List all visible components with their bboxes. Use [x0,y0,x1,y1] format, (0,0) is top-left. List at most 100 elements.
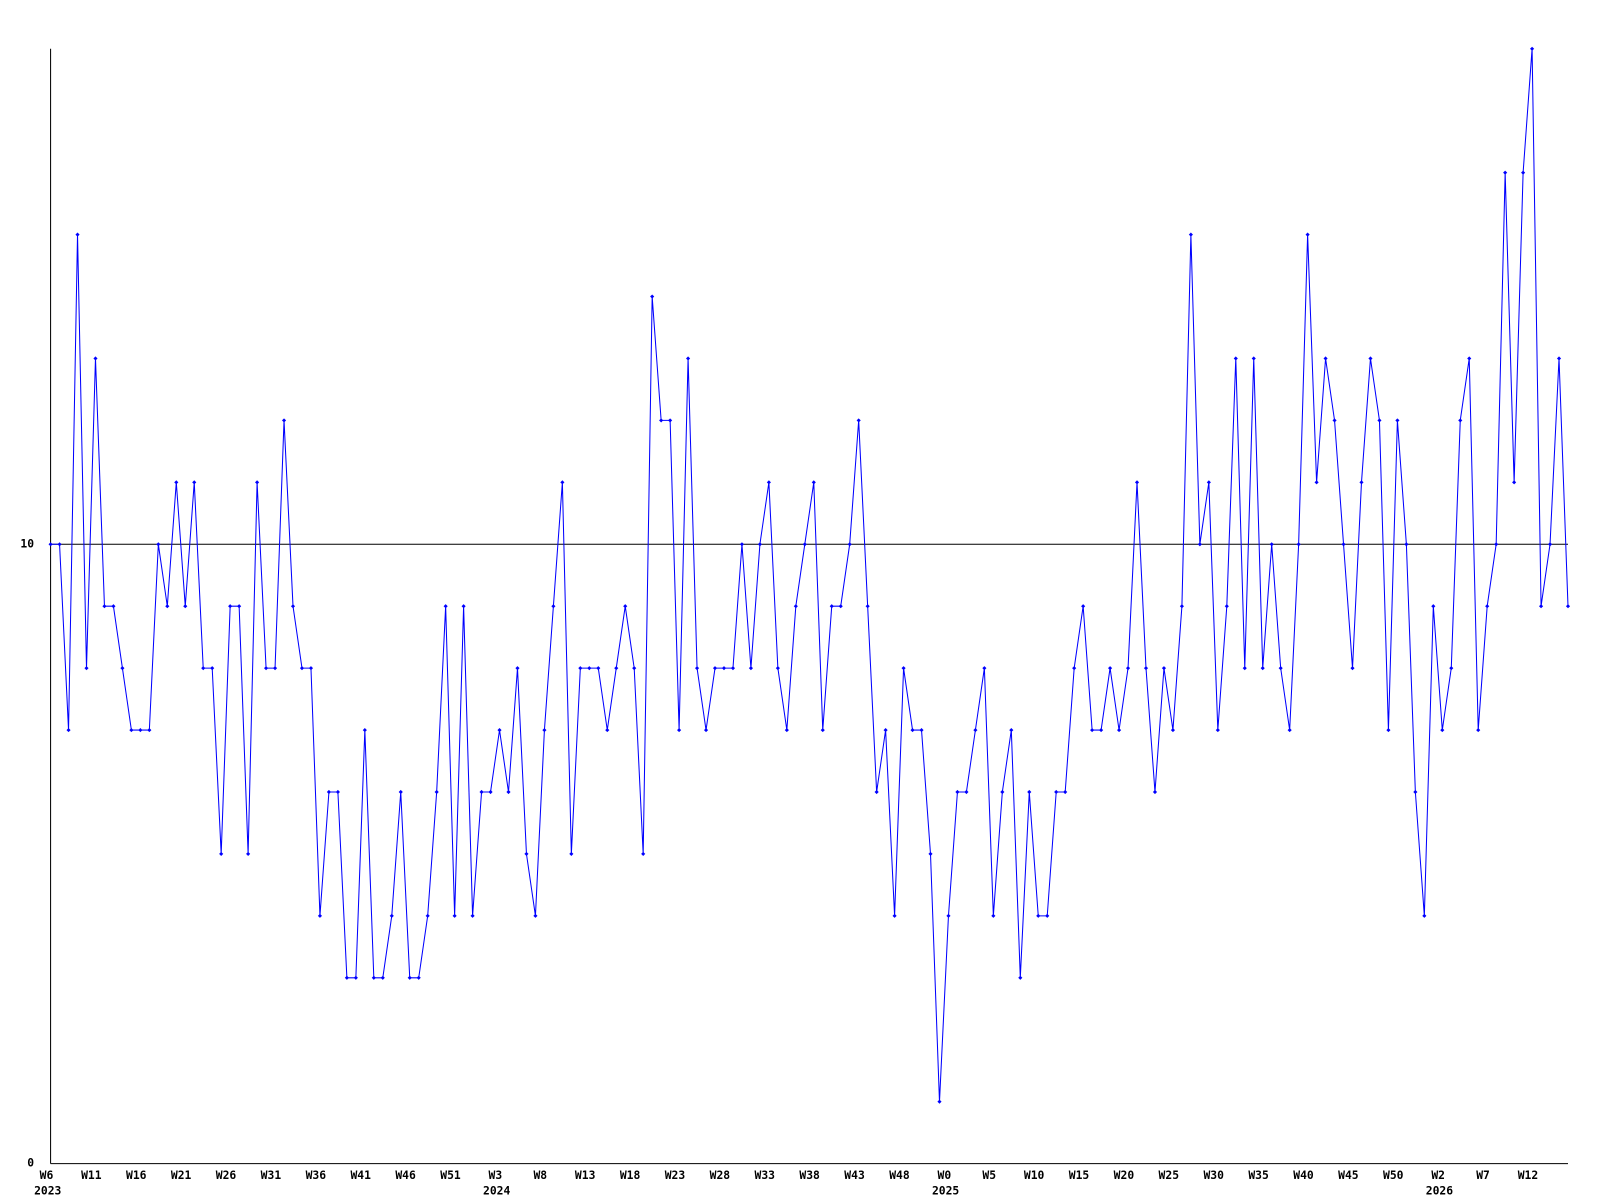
data-point [506,789,511,795]
data-point [1009,728,1014,733]
data-point [605,728,610,733]
data-point [551,604,556,609]
x-tick-label: W48 [889,1168,910,1182]
data-point [623,604,628,609]
data-point [910,728,915,733]
data-point [272,666,278,671]
data-point [901,666,906,671]
data-point [991,913,996,918]
data-point [362,728,367,733]
data-point [1206,480,1211,485]
x-tick-label: W2 [1431,1168,1445,1182]
data-point [1018,975,1023,980]
data-point [1538,604,1544,609]
data-point [344,975,349,980]
data-point [1260,666,1265,671]
data-point [1125,666,1131,671]
data-point [560,480,565,485]
data-point [928,851,933,856]
data-point [703,728,709,733]
data-point [596,666,601,671]
data-point [1063,789,1068,795]
data-point [784,728,789,733]
data-point [434,789,439,795]
data-point [57,542,62,547]
data-point [120,666,125,671]
x-year-label: 2024 [483,1183,510,1197]
data-point [452,913,457,918]
data-point [730,666,736,671]
x-tick-label: W0 [937,1168,951,1182]
data-point [1027,789,1032,795]
data-point [353,975,358,980]
data-point [829,604,834,609]
data-point [1359,480,1364,485]
data-point [515,666,520,671]
data-point [1341,542,1346,547]
data-point [461,604,466,609]
x-tick-label: W26 [216,1168,237,1182]
data-point [641,851,646,856]
x-tick-label: W35 [1248,1168,1269,1182]
data-point [847,542,852,547]
data-point [1188,232,1193,237]
data-line [50,48,1569,1102]
data-point [937,1099,942,1104]
data-point [650,294,655,299]
data-point [524,851,529,856]
data-point [264,666,269,671]
data-point [533,913,538,918]
data-point [1458,418,1463,423]
data-point [892,913,897,918]
x-tick-label: W8 [533,1168,547,1182]
x-tick-label: W43 [844,1168,865,1182]
data-point [1556,356,1562,361]
data-point [479,789,484,795]
data-point [946,913,951,918]
data-point [1197,542,1202,547]
data-point [1323,356,1328,361]
data-point [326,789,331,795]
data-point [919,728,924,733]
data-point [299,666,305,671]
data-point [219,851,224,856]
data-point [1269,542,1274,547]
x-tick-label: W6 [40,1168,54,1182]
data-point [1152,789,1158,795]
data-point [1332,418,1337,423]
y-tick-label: 0 [27,1156,34,1170]
data-point [290,604,296,609]
data-point [614,666,619,671]
data-point [1000,789,1005,795]
x-tick-label: W28 [710,1168,731,1182]
data-point [210,666,215,671]
data-point [1449,666,1454,671]
data-point [1521,170,1526,175]
data-point [317,913,323,918]
data-point [668,418,673,423]
data-point [246,851,251,856]
x-tick-label: W15 [1069,1168,1090,1182]
x-tick-label: W46 [395,1168,416,1182]
x-tick-label: W10 [1024,1168,1045,1182]
x-tick-label: W51 [440,1168,461,1182]
data-point [335,789,340,795]
data-point [1377,418,1382,423]
data-point [766,480,771,485]
data-point [407,975,412,980]
data-point [1476,728,1481,733]
x-tick-label: W21 [171,1168,192,1182]
data-point [111,604,116,609]
data-point [1287,728,1292,733]
data-point [721,666,727,671]
data-point [255,480,260,485]
data-point [874,789,879,795]
data-point [138,728,143,733]
x-tick-label: W18 [620,1168,641,1182]
x-tick-label: W16 [126,1168,147,1182]
data-point [470,913,475,918]
data-point [75,232,80,237]
data-point [542,728,547,733]
x-tick-label: W50 [1383,1168,1404,1182]
